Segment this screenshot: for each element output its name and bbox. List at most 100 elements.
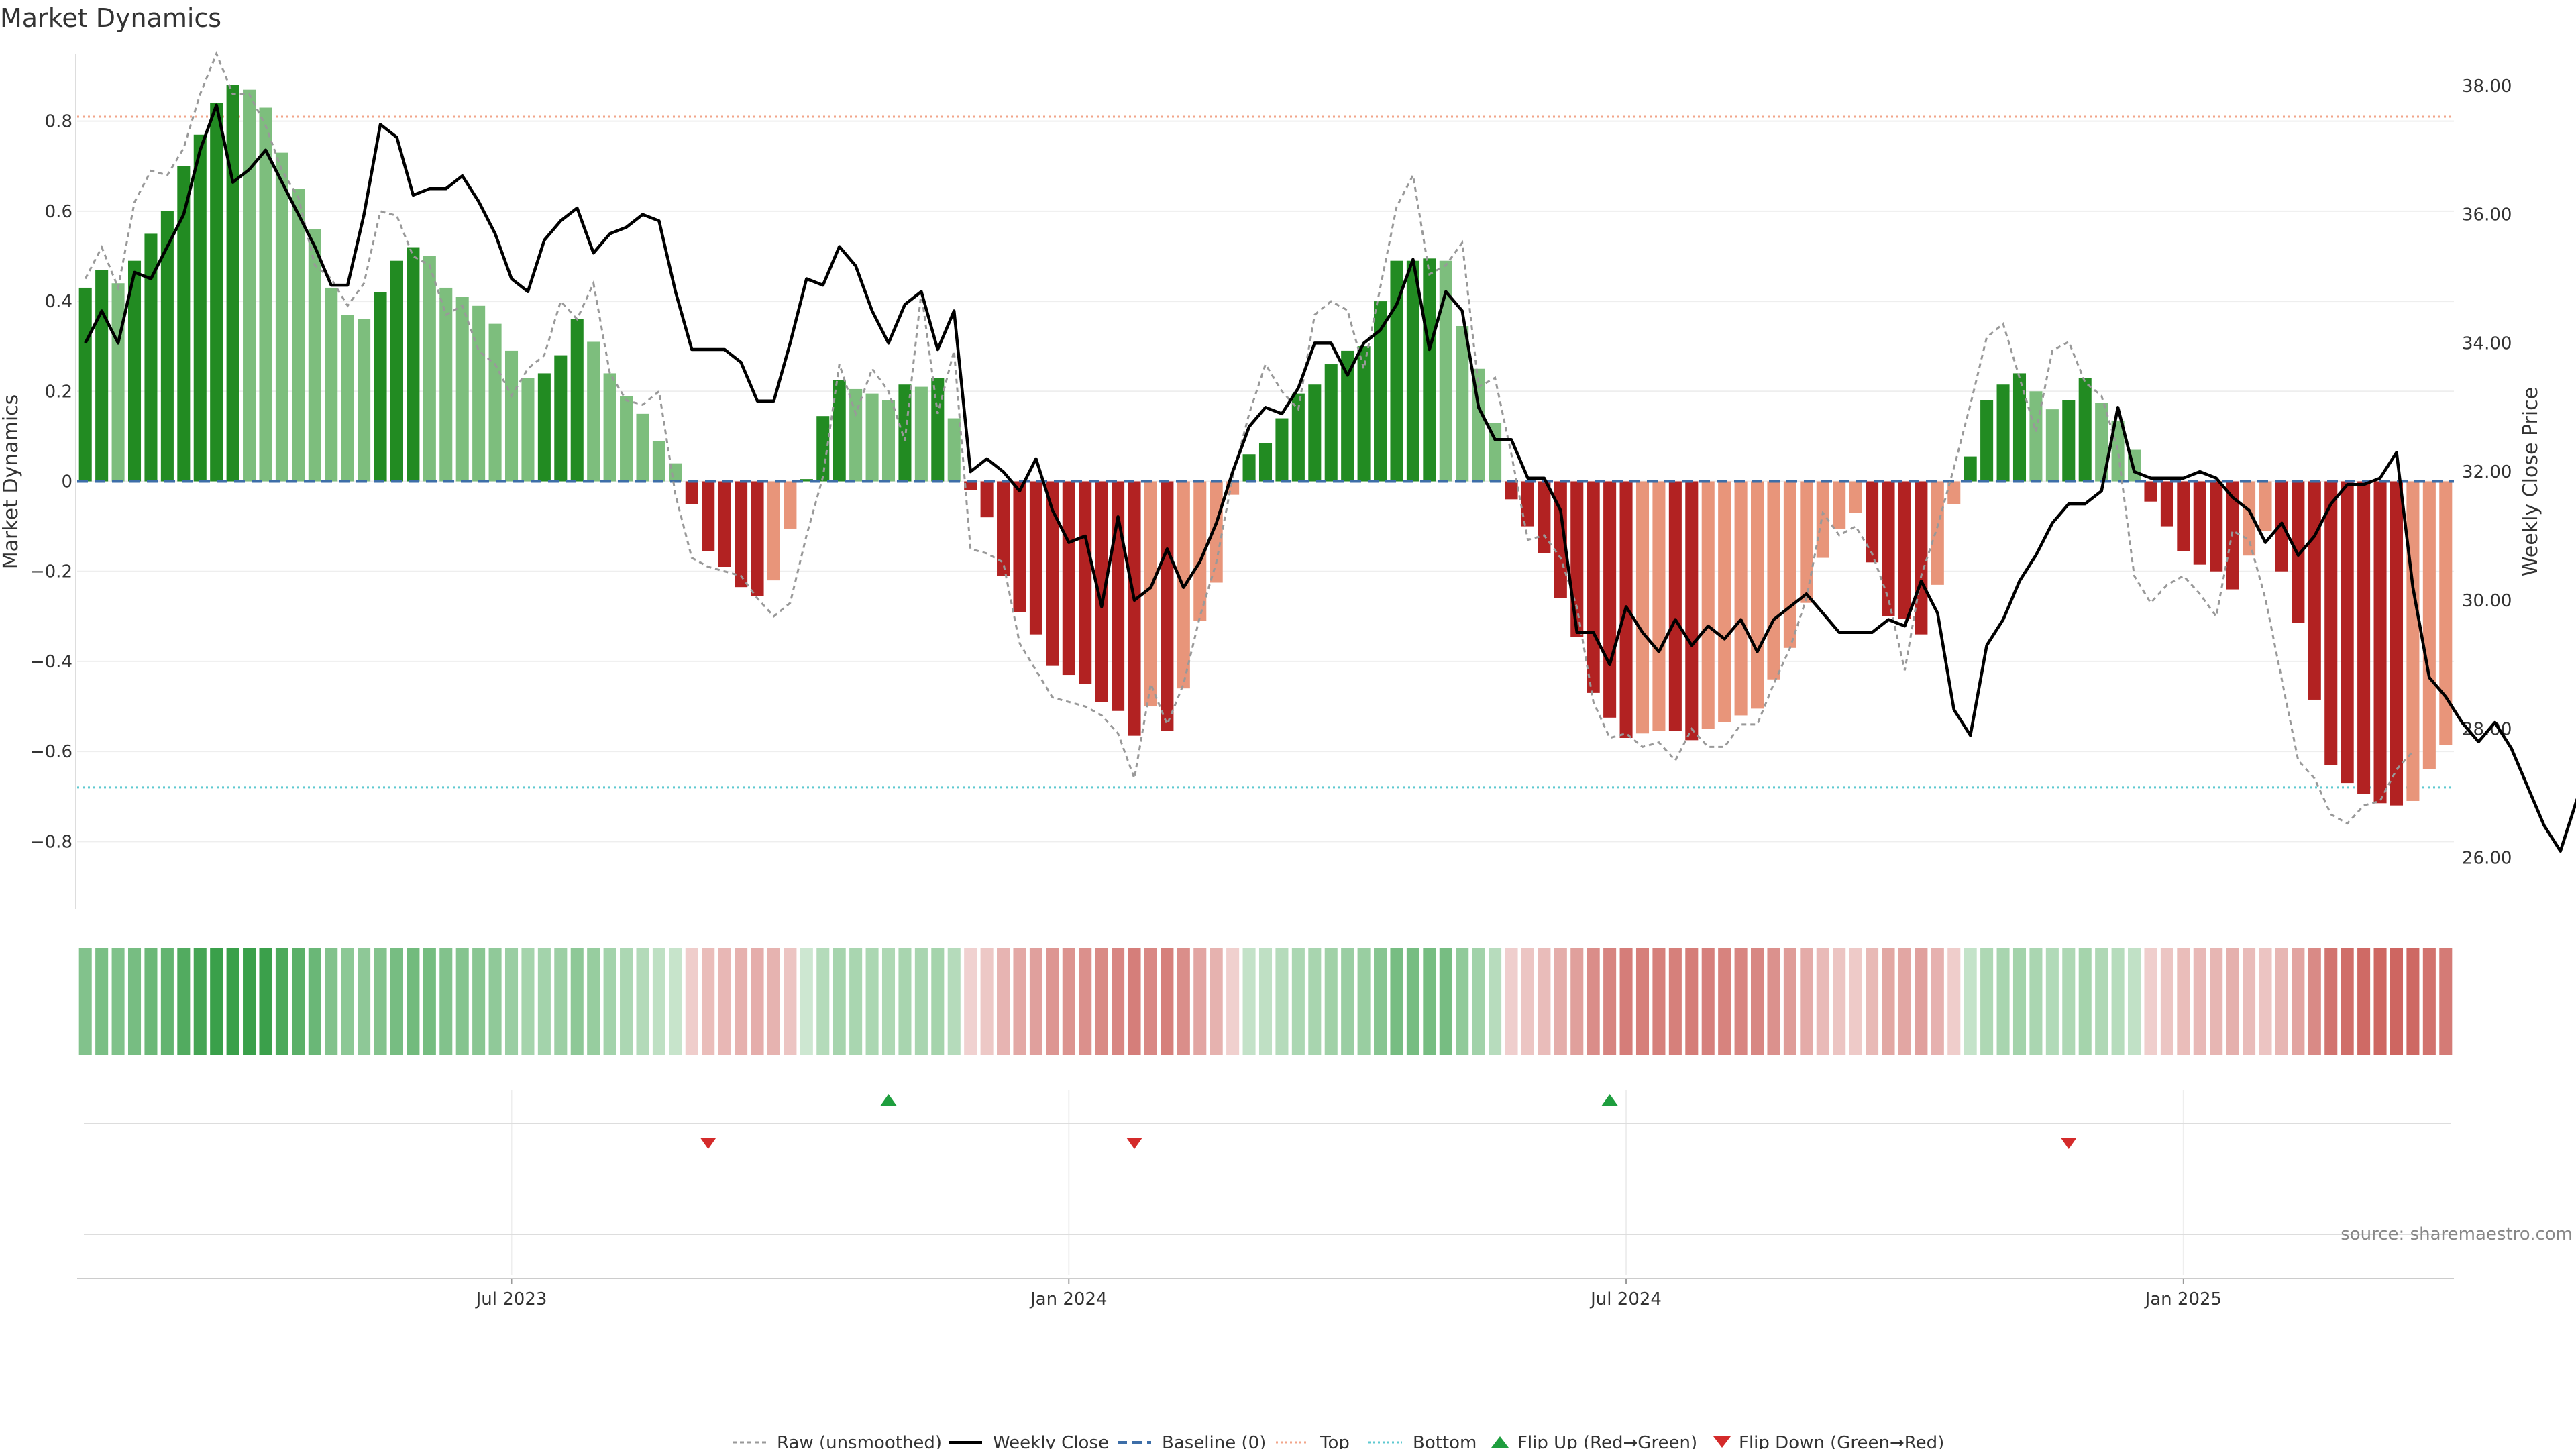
bar bbox=[1635, 481, 1650, 734]
heat-cell bbox=[2292, 948, 2305, 1055]
y-tick-label: −0.2 bbox=[30, 562, 72, 582]
heat-cell bbox=[160, 948, 174, 1055]
bar bbox=[390, 260, 404, 482]
legend-label-bottom: Bottom bbox=[1413, 1433, 1477, 1449]
heat-cell bbox=[1079, 948, 1092, 1055]
heat-cell bbox=[1489, 948, 1502, 1055]
heat-cell bbox=[2177, 948, 2190, 1055]
legend-label-baseline: Baseline (0) bbox=[1162, 1433, 1266, 1449]
bar bbox=[2144, 481, 2157, 502]
heat-cell bbox=[1521, 948, 1534, 1055]
bar bbox=[914, 386, 928, 482]
legend-item-flip-up: Flip Up (Red→Green) bbox=[1491, 1433, 1697, 1449]
bar bbox=[1603, 481, 1617, 718]
bar bbox=[226, 85, 239, 482]
bar bbox=[2406, 481, 2420, 801]
bar bbox=[78, 287, 92, 482]
bar bbox=[144, 233, 158, 482]
weekly-close-line bbox=[84, 103, 2576, 853]
bar bbox=[2045, 409, 2059, 482]
bar bbox=[1456, 325, 1469, 482]
heat-cell bbox=[997, 948, 1010, 1055]
bar bbox=[947, 418, 961, 482]
source-credit: source: sharemaestro.com bbox=[2341, 1224, 2573, 1244]
x-tick-label: Jan 2024 bbox=[1029, 1289, 1108, 1309]
bar bbox=[1849, 481, 1862, 513]
bar bbox=[1291, 393, 1305, 482]
y-tick-label: −0.8 bbox=[30, 832, 72, 852]
bar bbox=[292, 189, 305, 482]
bar bbox=[881, 400, 896, 482]
heat-cell bbox=[2144, 948, 2157, 1055]
heat-cell bbox=[2012, 948, 2027, 1055]
bar bbox=[193, 134, 207, 482]
heat-cell bbox=[1341, 948, 1354, 1055]
bar bbox=[1554, 481, 1567, 598]
bar bbox=[1783, 481, 1796, 648]
heat-cell bbox=[1668, 948, 1682, 1055]
heat-cell bbox=[964, 948, 977, 1055]
bar bbox=[2062, 400, 2076, 482]
bar bbox=[1587, 481, 1600, 693]
bar bbox=[2111, 420, 2125, 482]
heat-cell bbox=[472, 948, 486, 1055]
heat-cell bbox=[1635, 948, 1650, 1055]
triangle-up-icon bbox=[1491, 1436, 1509, 1448]
bar bbox=[2259, 481, 2272, 531]
bar bbox=[1931, 481, 1944, 585]
bar bbox=[1046, 481, 1059, 666]
x-tick-label: Jul 2024 bbox=[1589, 1289, 1662, 1309]
flip-up-marker bbox=[1601, 1094, 1618, 1106]
bar bbox=[2308, 481, 2321, 700]
heat-cell bbox=[127, 948, 142, 1055]
y2-tick-label: 32.00 bbox=[2462, 462, 2512, 482]
y-tick-label: 0.2 bbox=[45, 382, 72, 402]
bar bbox=[1915, 481, 1928, 635]
legend-item-baseline: Baseline (0) bbox=[1118, 1433, 1266, 1449]
bar bbox=[2177, 481, 2190, 551]
y-tick-label: 0.4 bbox=[45, 292, 72, 312]
heat-cell bbox=[881, 948, 896, 1055]
bar bbox=[1144, 481, 1157, 707]
heat-cell bbox=[833, 948, 846, 1055]
bar bbox=[980, 481, 994, 518]
heat-cell bbox=[570, 948, 584, 1055]
bar bbox=[1800, 481, 1813, 603]
bar bbox=[570, 319, 584, 482]
bar bbox=[1357, 346, 1371, 482]
heat-cell bbox=[455, 948, 469, 1055]
bar bbox=[127, 260, 142, 482]
chart-title: Market Dynamics bbox=[0, 3, 221, 33]
legend-label-close: Weekly Close bbox=[993, 1433, 1109, 1449]
heat-cell bbox=[1357, 948, 1371, 1055]
heat-cell bbox=[1161, 948, 1174, 1055]
heat-cell bbox=[1177, 948, 1190, 1055]
heat-cell bbox=[669, 948, 682, 1055]
heat-cell bbox=[1472, 948, 1485, 1055]
heat-cell bbox=[308, 948, 321, 1055]
heat-cell bbox=[980, 948, 994, 1055]
heat-cell bbox=[341, 948, 354, 1055]
bar bbox=[1095, 481, 1108, 702]
heat-cell bbox=[1915, 948, 1928, 1055]
heat-cell bbox=[865, 948, 879, 1055]
bar bbox=[1570, 481, 1584, 637]
bar bbox=[1882, 481, 1895, 616]
y2-tick-label: 36.00 bbox=[2462, 205, 2512, 225]
bar bbox=[1538, 481, 1551, 553]
heat-cell bbox=[2127, 948, 2141, 1055]
heat-cell bbox=[2095, 948, 2108, 1055]
bar bbox=[603, 373, 616, 482]
bar bbox=[358, 319, 371, 482]
heat-cell bbox=[407, 948, 420, 1055]
bar bbox=[1898, 481, 1911, 619]
heat-cell bbox=[259, 948, 272, 1055]
heat-cell bbox=[2160, 948, 2174, 1055]
bar bbox=[1079, 481, 1092, 684]
bar bbox=[2390, 481, 2404, 806]
heat-cell bbox=[1554, 948, 1567, 1055]
heat-cell bbox=[193, 948, 207, 1055]
heat-cell bbox=[325, 948, 338, 1055]
bar bbox=[1374, 301, 1387, 482]
heat-cell bbox=[2357, 948, 2371, 1055]
